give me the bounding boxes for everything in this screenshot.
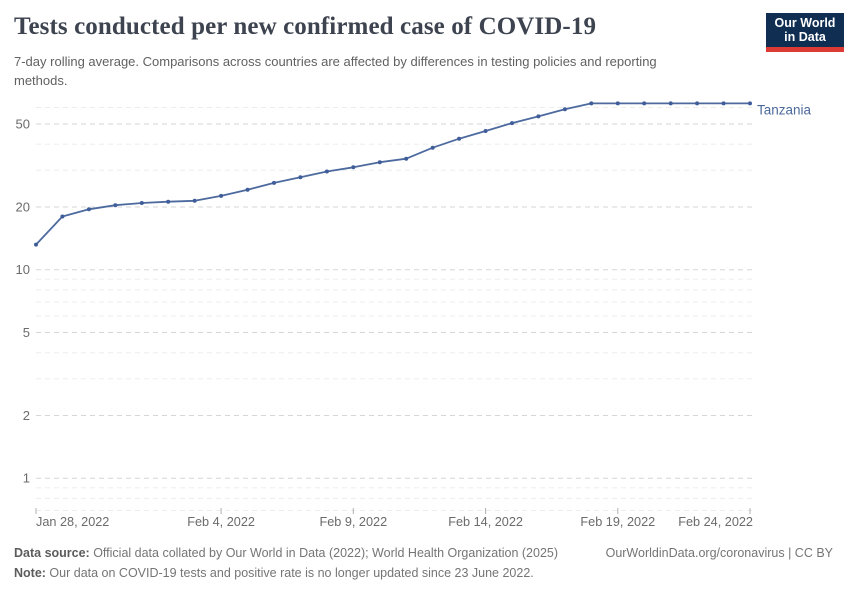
note-value: Our data on COVID-19 tests and positive … xyxy=(45,566,534,580)
data-point[interactable] xyxy=(536,114,541,119)
x-axis-tick-label: Jan 28, 2022 xyxy=(36,515,109,529)
data-point[interactable] xyxy=(113,203,118,208)
data-source-text: Data source: Official data collated by O… xyxy=(14,546,558,560)
owid-coronavirus-link[interactable]: OurWorldinData.org/coronavirus | CC BY xyxy=(605,546,833,560)
data-source-label: Data source: xyxy=(14,546,90,560)
data-source-value: Official data collated by Our World in D… xyxy=(89,546,559,560)
logo-line2: in Data xyxy=(784,30,826,44)
chart-subtitle: 7-day rolling average. Comparisons acros… xyxy=(14,54,657,88)
data-point[interactable] xyxy=(668,101,673,106)
data-point[interactable] xyxy=(166,199,171,204)
data-point[interactable] xyxy=(245,187,250,192)
data-point[interactable] xyxy=(60,214,65,219)
logo-line1: Our World xyxy=(774,16,836,30)
chart-title: Tests conducted per new confirmed case o… xyxy=(14,13,597,40)
data-point[interactable] xyxy=(721,101,726,106)
data-point[interactable] xyxy=(589,101,594,106)
data-point[interactable] xyxy=(324,169,329,174)
data-point[interactable] xyxy=(483,129,488,133)
tanzania-line[interactable] xyxy=(35,102,751,246)
note-text: Note: Our data on COVID-19 tests and pos… xyxy=(14,566,833,580)
data-point[interactable] xyxy=(642,101,647,106)
y-axis-tick-label: 50 xyxy=(16,117,30,132)
chart-footer: Data source: Official data collated by O… xyxy=(14,546,833,580)
data-point[interactable] xyxy=(430,145,435,150)
entity-label-tanzania[interactable]: Tanzania xyxy=(757,102,812,117)
data-point[interactable] xyxy=(404,156,409,161)
data-point[interactable] xyxy=(86,207,91,212)
data-point[interactable] xyxy=(139,201,144,205)
data-point[interactable] xyxy=(298,175,303,180)
data-point[interactable] xyxy=(377,160,382,165)
y-axis-tick-label: 20 xyxy=(16,200,30,215)
y-axis-tick-label: 2 xyxy=(23,408,30,423)
y-axis-tick-label: 10 xyxy=(16,262,30,277)
note-label: Note: xyxy=(14,566,46,580)
data-point[interactable] xyxy=(272,180,276,185)
x-axis-tick-label: Feb 4, 2022 xyxy=(187,515,255,529)
data-point[interactable] xyxy=(351,165,356,170)
data-point[interactable] xyxy=(219,193,224,198)
data-point[interactable] xyxy=(192,198,197,203)
x-axis-tick-label: Feb 19, 2022 xyxy=(580,515,655,529)
owid-logo[interactable]: Our World in Data xyxy=(766,13,844,52)
data-point[interactable] xyxy=(615,101,620,106)
data-point[interactable] xyxy=(695,101,700,106)
y-axis-tick-label: 1 xyxy=(23,471,30,486)
data-point[interactable] xyxy=(457,136,462,141)
x-axis-tick-label: Feb 24, 2022 xyxy=(678,515,753,529)
data-point[interactable] xyxy=(34,242,38,247)
x-axis-tick-label: Feb 14, 2022 xyxy=(448,515,523,529)
data-point[interactable] xyxy=(748,101,752,106)
data-point[interactable] xyxy=(562,107,567,112)
y-axis-tick-label: 5 xyxy=(23,325,30,340)
data-point[interactable] xyxy=(510,121,514,126)
x-axis-tick-label: Feb 9, 2022 xyxy=(319,515,387,529)
